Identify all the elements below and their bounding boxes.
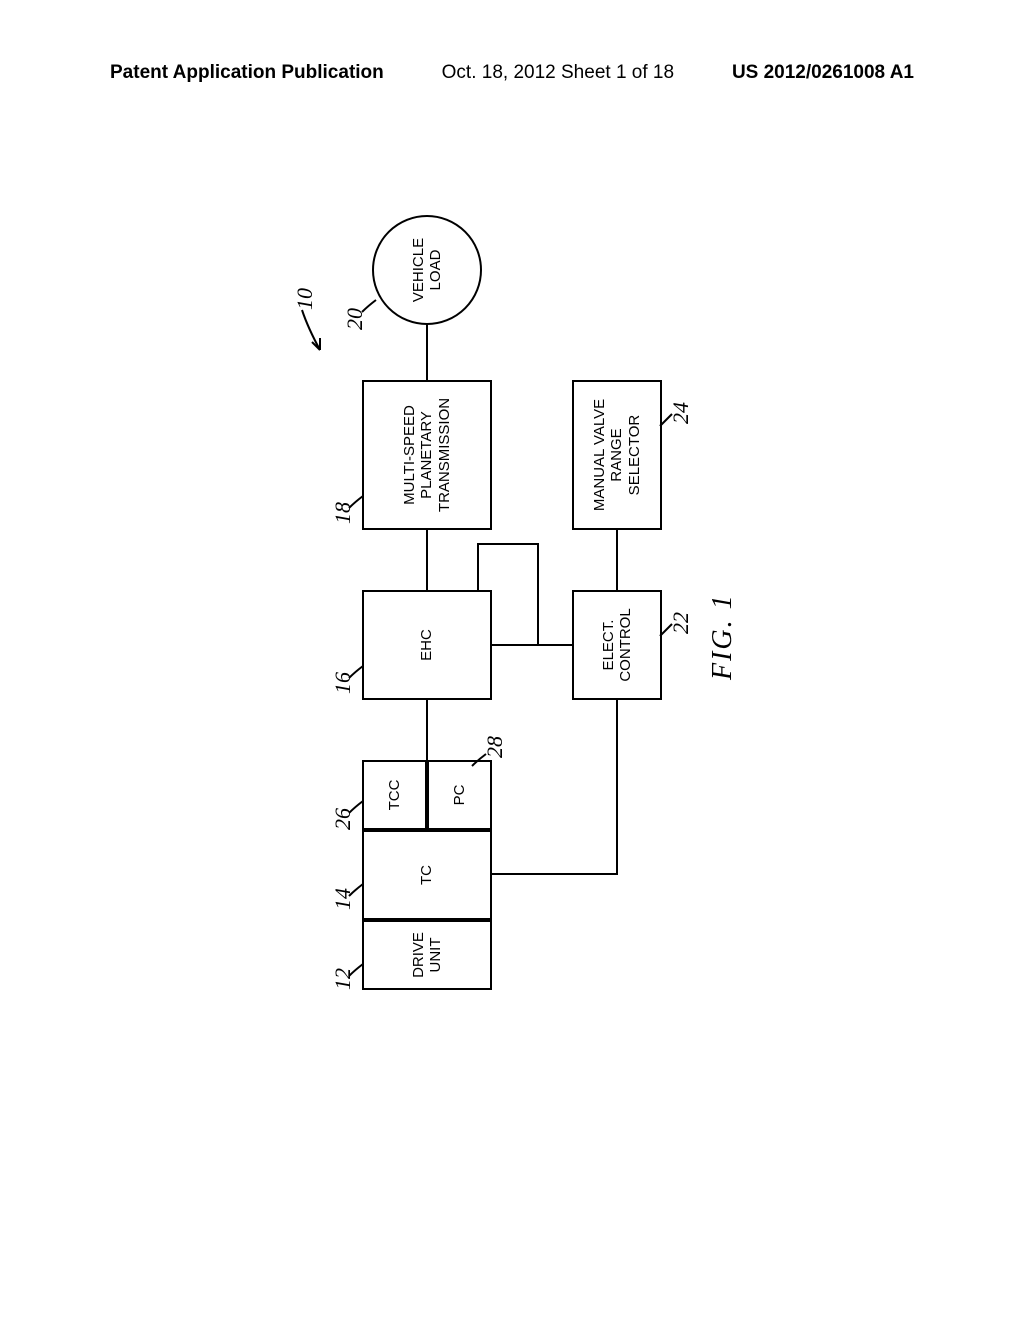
- ehc-label: EHC: [418, 629, 435, 661]
- diagram-rotated-wrap: DRIVE UNIT TC TCC PC EHC MULTI-SPEED PLA…: [292, 210, 732, 990]
- line-trans-to-ectrl-h: [537, 543, 539, 646]
- drive-unit-label: DRIVE UNIT: [410, 932, 445, 978]
- line-ectrl-left-v: [492, 873, 618, 875]
- line-ehc-trans: [426, 530, 428, 590]
- header-left: Patent Application Publication: [110, 62, 384, 84]
- leader-24: [658, 408, 678, 428]
- line-trans-load: [426, 324, 428, 380]
- leader-18: [347, 490, 367, 510]
- header-center: Oct. 18, 2012 Sheet 1 of 18: [442, 62, 674, 84]
- vehicle-load-block: VEHICLE LOAD: [372, 215, 482, 325]
- leader-10-arrow: [298, 308, 328, 358]
- leader-22: [658, 618, 678, 638]
- line-ehc-ectrl: [492, 644, 572, 646]
- leader-28: [470, 748, 490, 768]
- leader-26: [347, 795, 367, 815]
- figure-label: FIG. 1: [707, 593, 739, 680]
- header-right: US 2012/0261008 A1: [732, 62, 914, 84]
- pc-label: PC: [451, 785, 468, 806]
- elect-control-block: ELECT. CONTROL: [572, 590, 662, 700]
- tcc-label: TCC: [386, 780, 403, 811]
- leader-20: [360, 294, 380, 314]
- elect-control-label: ELECT. CONTROL: [600, 608, 635, 681]
- line-ectrl-mvrs: [616, 530, 618, 590]
- manual-valve-selector-block: MANUAL VALVE RANGE SELECTOR: [572, 380, 662, 530]
- line-trans-down: [477, 543, 537, 545]
- pc-block: PC: [427, 760, 492, 830]
- line-trans-down-h: [477, 543, 479, 590]
- manual-valve-selector-label: MANUAL VALVE RANGE SELECTOR: [591, 399, 643, 511]
- leader-12: [347, 958, 367, 978]
- vehicle-load-label: VEHICLE LOAD: [410, 238, 445, 302]
- line-ectrl-left-h: [616, 700, 618, 875]
- ref-10: 10: [292, 288, 318, 310]
- tc-label: TC: [418, 865, 435, 885]
- transmission-label: MULTI-SPEED PLANETARY TRANSMISSION: [401, 398, 453, 512]
- leader-14: [347, 878, 367, 898]
- transmission-block: MULTI-SPEED PLANETARY TRANSMISSION: [362, 380, 492, 530]
- line-tcc-ehc: [426, 700, 428, 760]
- tc-block: TC: [362, 830, 492, 920]
- tcc-block: TCC: [362, 760, 427, 830]
- page-header: Patent Application Publication Oct. 18, …: [0, 62, 1024, 84]
- ehc-block: EHC: [362, 590, 492, 700]
- leader-16: [347, 660, 367, 680]
- drive-unit-block: DRIVE UNIT: [362, 920, 492, 990]
- block-diagram: DRIVE UNIT TC TCC PC EHC MULTI-SPEED PLA…: [292, 210, 732, 990]
